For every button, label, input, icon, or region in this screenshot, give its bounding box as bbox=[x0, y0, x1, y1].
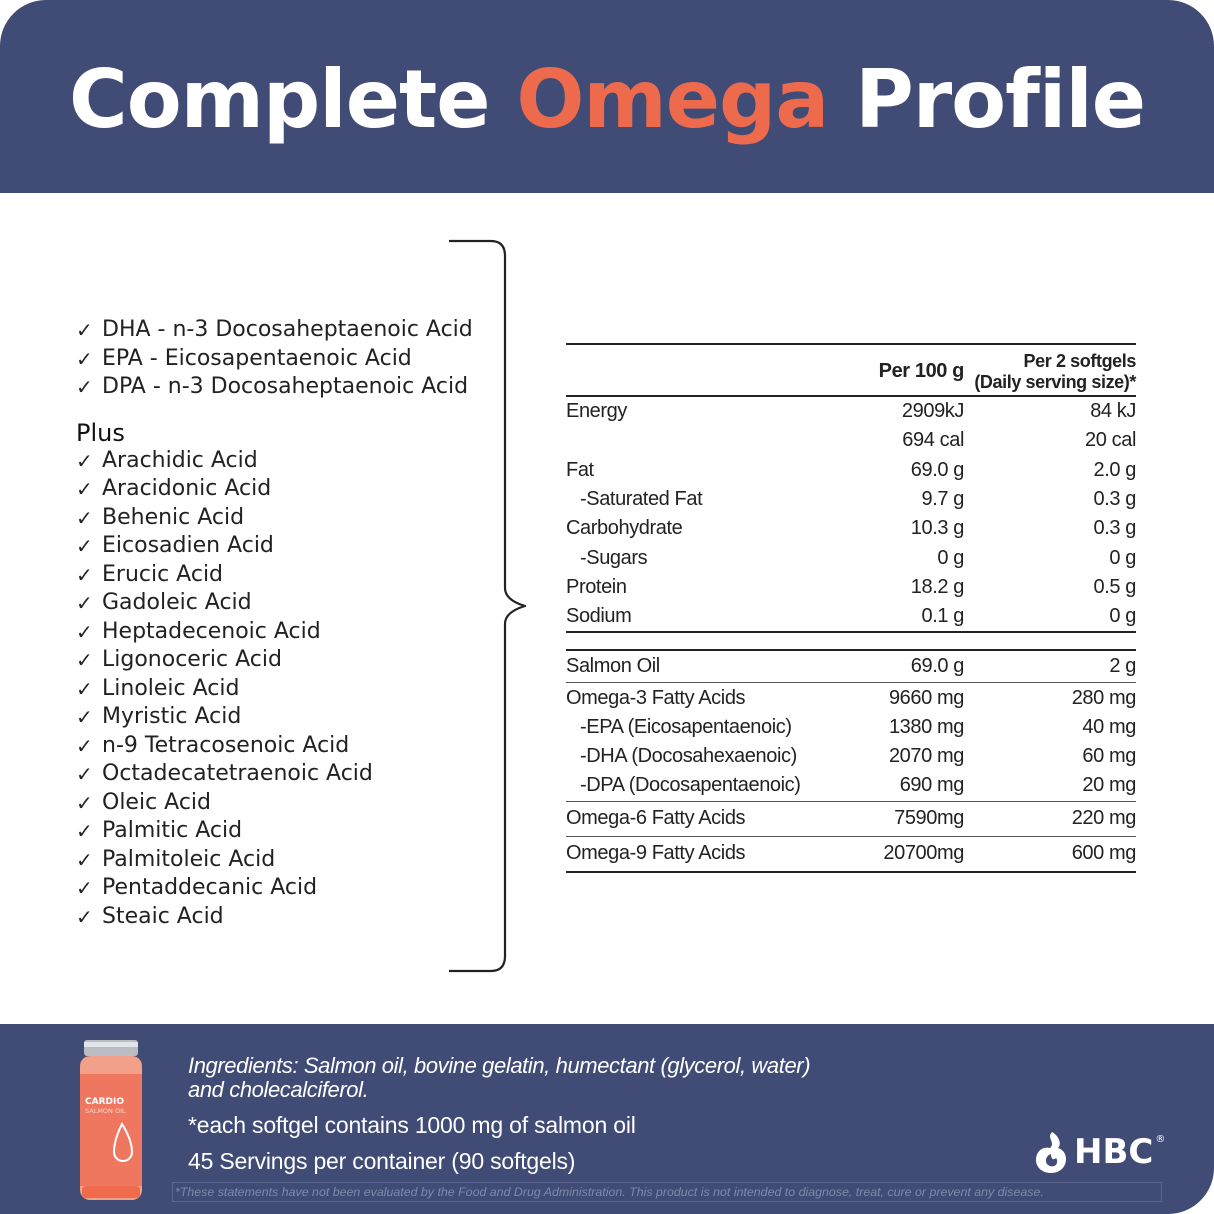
check-icon: ✓ bbox=[76, 904, 93, 929]
svg-text:SALMON OIL: SALMON OIL bbox=[85, 1107, 126, 1115]
check-icon: ✓ bbox=[76, 346, 93, 371]
plus-list: ✓ Arachidic Acid ✓ Aracidonic Acid ✓ Beheni… bbox=[76, 447, 473, 932]
table-row: -Saturated Fat 9.7 g 0.3 g bbox=[580, 488, 1136, 511]
plus-heading: Plus bbox=[76, 418, 125, 447]
curly-brace-icon bbox=[449, 239, 527, 973]
title-part2: Profile bbox=[855, 53, 1146, 146]
list-item: ✓ Myristic Acid bbox=[76, 703, 473, 732]
hbc-logo: HBC ® bbox=[1032, 1130, 1165, 1174]
footer-banner: CARDIO SALMON OIL Ingredients: Salmon oi… bbox=[0, 1024, 1214, 1214]
list-item: ✓ Palmitic Acid bbox=[76, 817, 473, 846]
page-title: Complete Omega Profile bbox=[68, 53, 1146, 146]
ingredients-text: Ingredients: Salmon oil, bovine gelatin,… bbox=[188, 1053, 811, 1102]
check-icon: ✓ bbox=[76, 819, 93, 843]
table-row: -DHA (Docosahexaenoic) 2070 mg 60 mg bbox=[580, 745, 1136, 768]
check-icon: ✓ bbox=[76, 448, 93, 473]
table-header: Per 100 g Per 2 softgels (Daily serving … bbox=[566, 343, 1136, 397]
fatty-acid-checklist: ✓ DHA - n-3 Docosaheptaenoic Acid ✓ EPA - … bbox=[76, 316, 473, 931]
table-row: Omega-6 Fatty Acids 7590mg 220 mg bbox=[566, 802, 1136, 837]
list-item: ✓ Oleic Acid bbox=[76, 789, 473, 818]
check-icon: ✓ bbox=[76, 375, 93, 399]
list-item: ✓ Palmitoleic Acid bbox=[76, 846, 473, 875]
check-icon: ✓ bbox=[76, 762, 93, 786]
list-item: ✓ Behenic Acid bbox=[76, 504, 473, 533]
list-item: ✓ Erucic Acid bbox=[76, 561, 473, 590]
list-item: ✓ DHA - n-3 Docosaheptaenoic Acid bbox=[76, 316, 473, 345]
softgel-note: *each softgel contains 1000 mg of salmon… bbox=[188, 1112, 636, 1138]
table-row: Omega-9 Fatty Acids 20700mg 600 mg bbox=[566, 837, 1136, 873]
title-part1: Complete bbox=[68, 53, 490, 146]
list-item: ✓ Gadoleic Acid bbox=[76, 589, 473, 618]
divider bbox=[566, 633, 1136, 652]
svg-text:CARDIO: CARDIO bbox=[85, 1097, 124, 1107]
header-banner: Complete Omega Profile bbox=[0, 0, 1214, 193]
list-item: ✓ EPA - Eicosapentaenoic Acid bbox=[76, 345, 473, 374]
omega-list: ✓ DHA - n-3 Docosaheptaenoic Acid ✓ EPA - … bbox=[76, 316, 473, 402]
list-item: ✓ n-9 Tetracosenoic Acid bbox=[76, 732, 473, 761]
fda-disclaimer: *These statements have not been evaluate… bbox=[172, 1182, 1162, 1202]
check-icon: ✓ bbox=[76, 562, 93, 587]
table-row: -EPA (Eicosapentaenoic) 1380 mg 40 mg bbox=[580, 715, 1136, 738]
check-icon: ✓ bbox=[76, 705, 93, 729]
col-per-serving: Per 2 softgels (Daily serving size)* bbox=[974, 351, 1136, 392]
table-row: -DPA (Docosapentaenoic) 690 mg 20 mg bbox=[566, 771, 1136, 802]
servings-text: 45 Servings per container (90 softgels) bbox=[188, 1148, 576, 1174]
list-item: ✓ Aracidonic Acid bbox=[76, 475, 473, 504]
flame-icon bbox=[1036, 1132, 1066, 1173]
product-bottle-image: CARDIO SALMON OIL bbox=[80, 1040, 142, 1200]
title-accent: Omega bbox=[516, 53, 829, 146]
list-item: ✓ Linoleic Acid bbox=[76, 675, 473, 704]
table-row: Fat 69.0 g 2.0 g bbox=[566, 458, 1136, 481]
check-icon: ✓ bbox=[76, 847, 93, 872]
check-icon: ✓ bbox=[76, 477, 93, 501]
check-icon: ✓ bbox=[76, 534, 93, 558]
check-icon: ✓ bbox=[76, 318, 93, 342]
list-item: ✓ Octadecatetraenoic Acid bbox=[76, 760, 473, 789]
table-row: Energy 2909kJ 84 kJ bbox=[566, 400, 1136, 423]
check-icon: ✓ bbox=[76, 619, 93, 644]
check-icon: ✓ bbox=[76, 648, 93, 672]
check-icon: ✓ bbox=[76, 676, 93, 701]
check-icon: ✓ bbox=[76, 733, 93, 758]
table-row: 694 cal 20 cal bbox=[902, 429, 1136, 452]
check-icon: ✓ bbox=[76, 591, 93, 615]
col-per-100g: Per 100 g bbox=[878, 360, 965, 382]
list-item: ✓ Pentaddecanic Acid bbox=[76, 874, 473, 903]
nutrition-table: Per 100 g Per 2 softgels (Daily serving … bbox=[566, 343, 1136, 873]
list-item: ✓ DPA - n-3 Docosaheptaenoic Acid bbox=[76, 373, 473, 402]
table-row: Protein 18.2 g 0.5 g bbox=[566, 575, 1136, 598]
check-icon: ✓ bbox=[76, 505, 93, 530]
registered-mark: ® bbox=[1155, 1134, 1166, 1145]
check-icon: ✓ bbox=[76, 790, 93, 815]
check-icon: ✓ bbox=[76, 876, 93, 900]
table-row: Omega-3 Fatty Acids 9660 mg 280 mg bbox=[566, 686, 1136, 709]
list-item: ✓ Steaic Acid bbox=[76, 903, 473, 932]
logo-text: HBC bbox=[1074, 1132, 1154, 1172]
list-item: ✓ Ligonoceric Acid bbox=[76, 646, 473, 675]
list-item: ✓ Arachidic Acid bbox=[76, 447, 473, 476]
list-item: ✓ Heptadecenoic Acid bbox=[76, 618, 473, 647]
list-item: ✓ Eicosadien Acid bbox=[76, 532, 473, 561]
table-row: Carbohydrate 10.3 g 0.3 g bbox=[566, 517, 1136, 540]
